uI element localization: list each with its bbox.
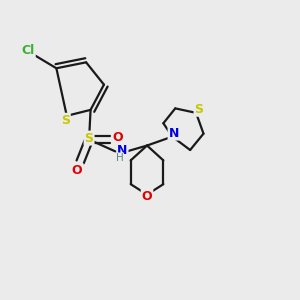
Text: Cl: Cl xyxy=(22,44,35,57)
Text: S: S xyxy=(61,114,70,127)
Text: N: N xyxy=(117,144,128,157)
Text: S: S xyxy=(194,103,203,116)
Text: N: N xyxy=(169,127,179,140)
Text: O: O xyxy=(112,131,123,144)
Text: H: H xyxy=(116,153,123,163)
Text: O: O xyxy=(142,190,152,202)
Text: O: O xyxy=(72,164,83,177)
Text: S: S xyxy=(85,132,94,145)
